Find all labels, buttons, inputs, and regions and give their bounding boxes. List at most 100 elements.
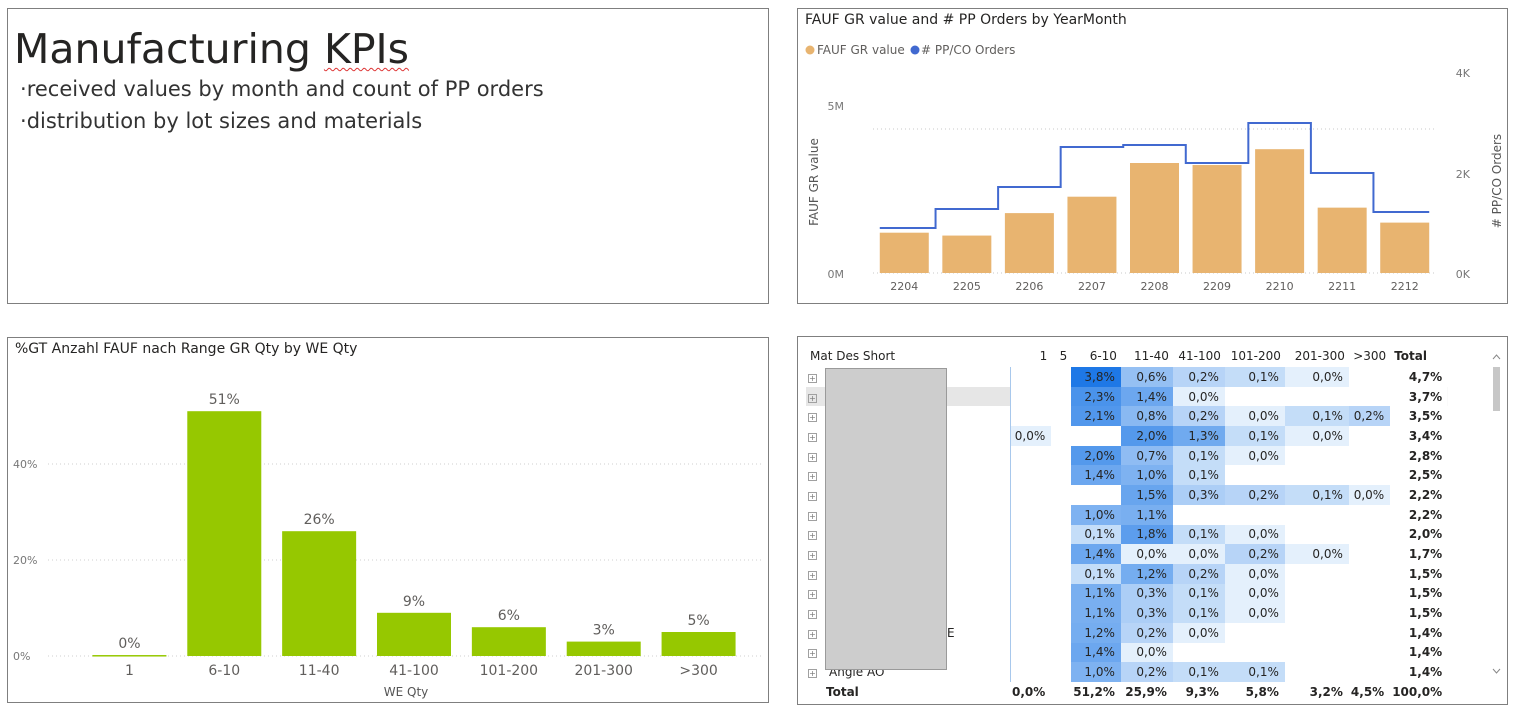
table-cell: 0,3% (1120, 603, 1173, 623)
expand-icon[interactable]: + (808, 590, 817, 600)
expand-icon[interactable]: + (808, 629, 817, 639)
table-cell: 0,1% (1172, 583, 1225, 604)
expand-icon[interactable]: + (808, 393, 817, 403)
distribution-bar (377, 612, 451, 656)
table-cell: 1,4% (1120, 386, 1173, 407)
table-cell (1225, 465, 1285, 485)
table-cell: 1,0% (1071, 662, 1121, 682)
table-row[interactable]: + E 1,2% 0,2% 0,0% 1,4% (806, 622, 1448, 643)
table-cell (1051, 485, 1071, 505)
column-header[interactable]: 1 (1039, 349, 1048, 363)
expand-icon[interactable]: + (808, 432, 817, 442)
combo-bar (942, 235, 992, 273)
table-cell: 0,0% (1284, 544, 1349, 564)
table-cell (1225, 623, 1285, 643)
x-axis-title: WE Qty (384, 685, 429, 699)
table-cell (1285, 564, 1349, 584)
table-cell: 0,1% (1224, 367, 1285, 387)
expand-icon[interactable]: + (808, 511, 817, 521)
bullet-text-1: received values by month and count of PP… (26, 77, 544, 101)
scroll-down-icon (1492, 668, 1501, 674)
row-total-cell: 1,5% (1408, 566, 1443, 581)
heading-word-1: Manufacturing (14, 25, 324, 73)
column-header-material[interactable]: Mat Des Short (810, 349, 896, 363)
table-cell (1010, 584, 1051, 604)
expand-icon[interactable]: + (808, 570, 817, 580)
table-cell: 1,0% (1071, 504, 1121, 525)
table-cell: 1,4% (1071, 642, 1121, 663)
table-cell (1349, 544, 1390, 564)
table-cell: 0,3% (1172, 485, 1225, 505)
expand-icon[interactable]: + (808, 669, 817, 679)
expand-icon[interactable]: + (808, 413, 817, 423)
table-cell (1051, 544, 1071, 564)
expand-icon[interactable]: + (808, 531, 817, 541)
data-label: 3% (593, 623, 615, 639)
total-cell (1051, 682, 1071, 702)
expand-icon[interactable]: + (808, 610, 817, 620)
table-cell (1285, 623, 1349, 643)
column-header[interactable]: 101-200 (1230, 349, 1281, 363)
expand-icon[interactable]: + (808, 491, 817, 501)
distribution-chart-panel[interactable]: %GT Anzahl FAUF nach Range GR Qty by WE … (7, 337, 769, 703)
title-panel: Manufacturing KPIs ·received values by m… (7, 8, 769, 304)
combo-chart[interactable]: FAUF GR value # PP/CO Orders 5M 0M 0K 2K 4K FAU… (798, 9, 1507, 303)
x-tick-label: 101-200 (480, 663, 539, 679)
combo-bar (1380, 222, 1430, 273)
total-row: Total 0,0% 51,2% 25,9% 9,3% 5,8% 3,2% 4,5% 100,0… (806, 682, 1448, 702)
table-cell: 0,1% (1224, 426, 1285, 446)
table-cell (1349, 446, 1390, 466)
table-cell: 0,2% (1224, 544, 1285, 564)
x-tick-label: 11-40 (299, 663, 340, 679)
column-header[interactable]: 6-10 (1089, 349, 1117, 363)
table-cell (1010, 505, 1051, 525)
table-cell: 0,0% (1284, 367, 1349, 387)
expand-icon[interactable]: + (808, 551, 817, 561)
expand-icon[interactable]: + (808, 452, 817, 462)
table-cell (1225, 387, 1285, 407)
matrix-scrollbar[interactable] (1492, 347, 1501, 681)
distribution-chart[interactable]: 0% 20% 40% 0% 1 51% 6-10 26% 11-40 9% 41-100 6% 101-… (8, 338, 768, 702)
total-cell: 9,3% (1185, 684, 1219, 699)
table-cell: 0,0% (1348, 485, 1391, 505)
table-cell: 0,1% (1224, 662, 1285, 682)
table-cell (1225, 643, 1285, 663)
legend-marker-line (910, 45, 920, 55)
expand-icon[interactable]: + (808, 373, 817, 383)
table-row[interactable]: + Angle AO 1,0% 0,2% 0,1% 0,1% 1,4% (806, 662, 1448, 682)
column-header[interactable]: 11-40 (1134, 349, 1169, 363)
row-total-cell: 2,2% (1408, 507, 1443, 522)
column-header[interactable]: 201-300 (1294, 349, 1345, 363)
table-cell: 0,0% (1172, 544, 1225, 564)
scrollbar-thumb[interactable] (1493, 367, 1500, 411)
table-cell (1349, 387, 1390, 407)
total-cell: 4,5% (1350, 684, 1385, 699)
combo-chart-panel[interactable]: FAUF GR value and # PP Orders by YearMon… (797, 8, 1508, 304)
heading-word-2: KPIs (323, 25, 410, 73)
table-cell: 0,2% (1120, 662, 1173, 682)
table-cell (1051, 426, 1071, 446)
total-cell: 51,2% (1073, 684, 1115, 699)
x-tick-label: 2211 (1328, 280, 1356, 293)
distribution-bar (471, 627, 546, 656)
column-header[interactable]: >300 (1353, 349, 1387, 363)
matrix-header-row: Mat Des Short 1 5 6-10 11-40 41-100 101-200 201… (806, 345, 1448, 367)
expand-icon[interactable]: + (808, 472, 817, 482)
table-cell: 1,2% (1071, 622, 1121, 643)
table-cell: 0,2% (1172, 563, 1225, 584)
table-cell: 0,1% (1071, 524, 1121, 545)
table-cell (1051, 623, 1071, 643)
table-cell: 1,1% (1071, 603, 1121, 623)
table-cell (1010, 525, 1051, 545)
distribution-bar (92, 655, 167, 657)
expand-icon[interactable]: + (808, 649, 817, 659)
table-cell: 3,8% (1071, 367, 1121, 387)
column-header[interactable]: 41-100 (1178, 349, 1221, 363)
column-header[interactable]: 5 (1059, 349, 1068, 363)
table-cell: 0,0% (1120, 642, 1173, 663)
data-label: 6% (498, 608, 520, 624)
row-total-cell: 4,7% (1408, 369, 1443, 384)
column-header[interactable]: Total (1394, 349, 1427, 363)
table-cell: 0,2% (1224, 485, 1285, 505)
total-cell: 25,9% (1125, 684, 1167, 699)
